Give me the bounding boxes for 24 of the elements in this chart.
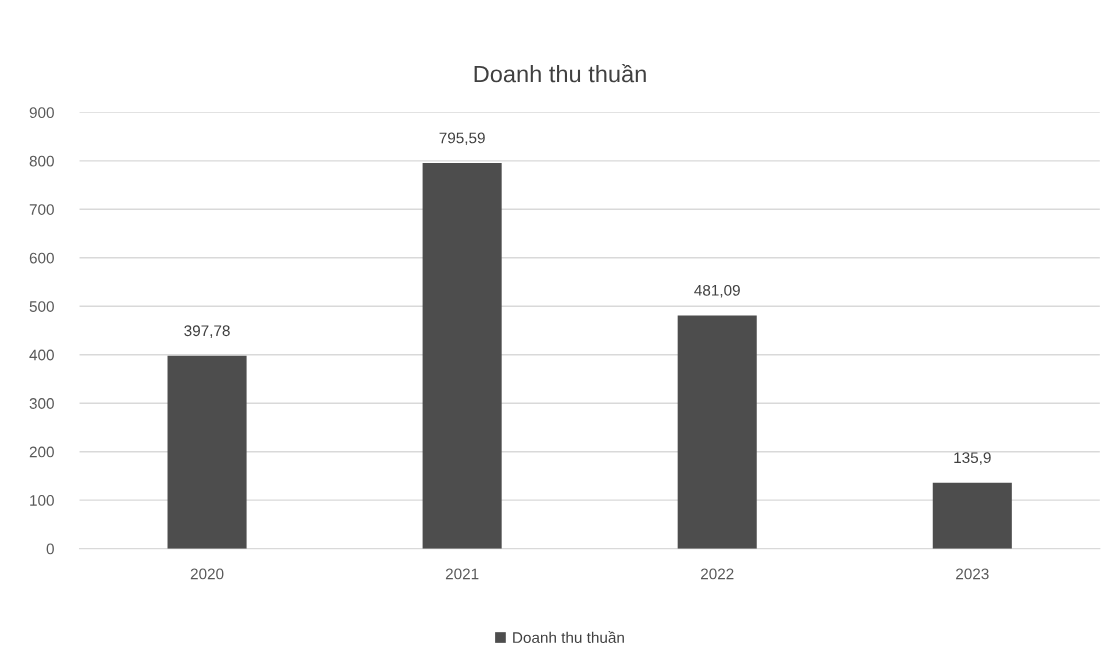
bar	[677, 315, 757, 549]
y-tick-label: 300	[29, 398, 54, 409]
y-tick-label: 100	[30, 495, 54, 506]
x-tick-label: 2021	[445, 568, 479, 580]
bar	[422, 162, 502, 549]
x-tick-label: 2020	[190, 568, 224, 580]
y-tick-label: 800	[29, 155, 54, 167]
data-label: 795,59	[439, 132, 485, 146]
chart-title: Doanh thu thuần	[474, 63, 646, 83]
y-tick-label: 600	[29, 252, 54, 264]
data-label: 481,09	[694, 284, 740, 298]
y-tick-label: 400	[29, 349, 54, 361]
data-label: 397,78	[184, 325, 230, 338]
y-tick-label: 900	[29, 107, 54, 119]
legend-label: Doanh thu thuần	[513, 631, 624, 644]
y-tick-label: 700	[29, 204, 54, 215]
y-tick-label: 500	[29, 301, 54, 312]
y-tick-label: 200	[29, 446, 54, 458]
x-tick-label: 2022	[701, 568, 734, 580]
x-tick-label: 2023	[956, 568, 989, 580]
bar	[932, 482, 1012, 549]
bar	[167, 355, 247, 549]
y-tick-label: 0	[46, 543, 54, 555]
data-label: 135,9	[954, 452, 991, 465]
